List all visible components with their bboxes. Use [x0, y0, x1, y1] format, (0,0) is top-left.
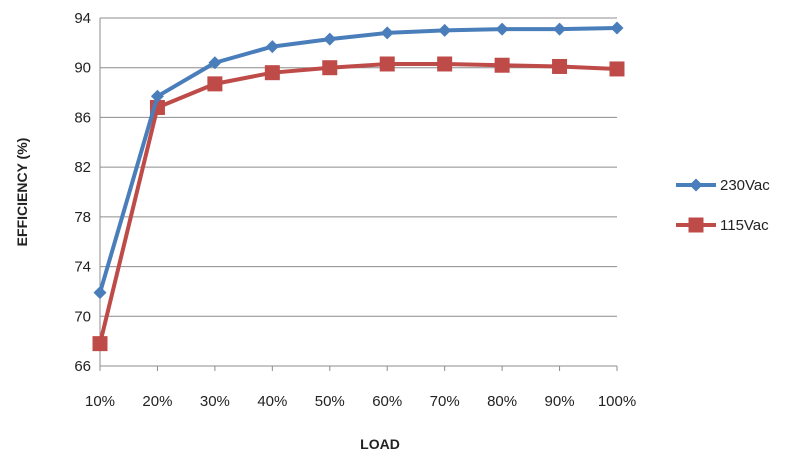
data-point-115vac	[494, 57, 510, 73]
x-tick-label: 40%	[257, 393, 287, 410]
data-point-115vac	[437, 56, 453, 72]
data-point-230vac	[610, 21, 624, 35]
y-axis-title: EFFICIENCY (%)	[14, 138, 30, 247]
x-tick-label: 80%	[487, 393, 517, 410]
x-tick-label: 70%	[430, 393, 460, 410]
y-tick-label: 66	[74, 358, 91, 375]
x-tick-label: 20%	[142, 393, 172, 410]
data-point-115vac	[379, 56, 395, 72]
data-point-230vac	[323, 32, 337, 46]
y-tick-labels: 66 70 74 78 82 86 90 94	[74, 10, 91, 375]
y-tick-label: 78	[74, 209, 91, 226]
y-tick-label: 82	[74, 159, 91, 176]
legend-item-230vac: 230Vac	[676, 177, 770, 194]
data-point-115vac	[552, 58, 568, 74]
y-tick-label: 86	[74, 109, 91, 126]
data-point-115vac	[322, 60, 338, 76]
data-point-115vac	[264, 65, 280, 81]
data-point-115vac	[609, 61, 625, 77]
y-tick-label: 74	[74, 259, 91, 276]
legend-item-115vac: 115Vac	[676, 217, 769, 234]
legend-label: 115Vac	[720, 217, 769, 234]
legend-swatch-marker	[688, 217, 704, 233]
data-point-230vac	[380, 26, 394, 40]
x-tick-labels: 10% 20% 30% 40% 50% 60% 70% 80% 90% 100%	[85, 393, 636, 410]
series-layer	[92, 21, 625, 352]
x-tick-label: 30%	[200, 393, 230, 410]
series-line-115vac	[98, 61, 618, 345]
data-point-230vac	[150, 89, 164, 103]
legend-label: 230Vac	[720, 177, 770, 194]
y-tick-label: 90	[74, 60, 91, 77]
data-point-115vac	[207, 76, 223, 92]
series-line-230vac	[98, 25, 618, 294]
data-point-230vac	[208, 56, 222, 70]
series-230vac	[93, 21, 624, 300]
x-tick-label: 10%	[85, 393, 115, 410]
data-point-230vac	[265, 40, 279, 54]
gridlines	[99, 17, 618, 371]
x-axis-title: LOAD	[360, 436, 400, 452]
data-point-115vac	[92, 336, 108, 352]
legend-swatch-marker	[689, 178, 703, 192]
data-point-230vac	[438, 23, 452, 37]
legend: 230Vac 115Vac	[676, 177, 770, 234]
data-point-230vac	[495, 22, 509, 36]
y-tick-label: 70	[74, 308, 91, 325]
data-point-230vac	[93, 286, 107, 300]
x-tick-label: 50%	[315, 393, 345, 410]
x-tick-label: 90%	[545, 393, 575, 410]
x-tick-label: 60%	[372, 393, 402, 410]
data-point-230vac	[553, 22, 567, 36]
x-tick-label: 100%	[598, 393, 636, 410]
series-115vac	[92, 56, 625, 352]
y-tick-label: 94	[74, 10, 91, 27]
